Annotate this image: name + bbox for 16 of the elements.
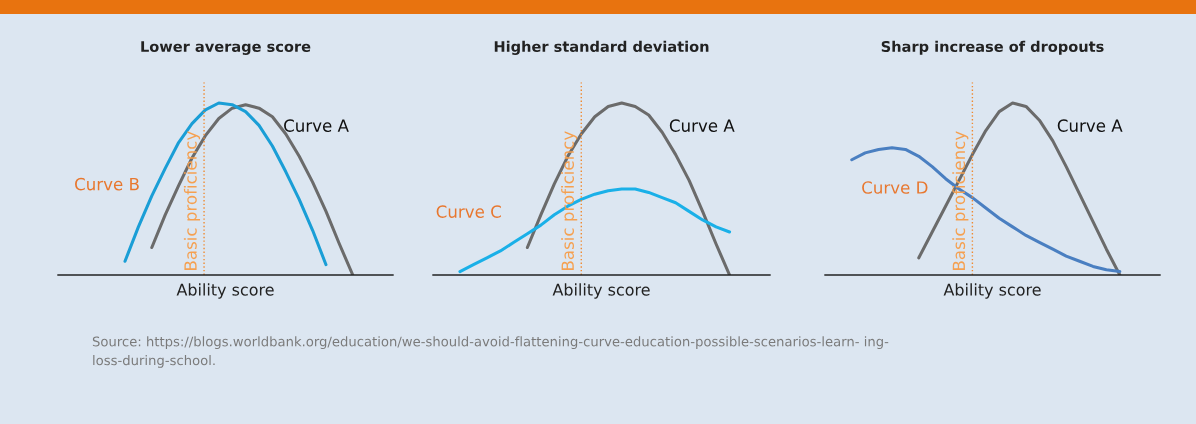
series-label: Curve C [436,205,501,218]
chart-title: Sharp increase of dropouts [881,40,1104,55]
annotation: Basic proficiency [952,131,969,270]
series-label: Curve A [284,119,349,132]
annotation: Basic proficiency [561,131,578,270]
chart-title: Lower average score [141,41,311,55]
annotation: Basic proficiency [183,131,201,270]
x-axis-title: Ability score [552,283,650,299]
series-label: Curve A [1057,119,1123,132]
series-label: Curve A [669,119,735,132]
series-label: Curve B [75,177,139,191]
source-note: Source: https://blogs.worldbank.org/education/we-should-avoid-flattening-curve-education-possible-scenarios-learn- ing- loss-during-school. [92,336,889,368]
chart-title: Higher standard deviation [494,40,709,55]
x-axis-title: Ability score [943,283,1041,299]
series-label: Curve D [862,181,928,194]
x-axis-title: Ability score [176,283,274,299]
